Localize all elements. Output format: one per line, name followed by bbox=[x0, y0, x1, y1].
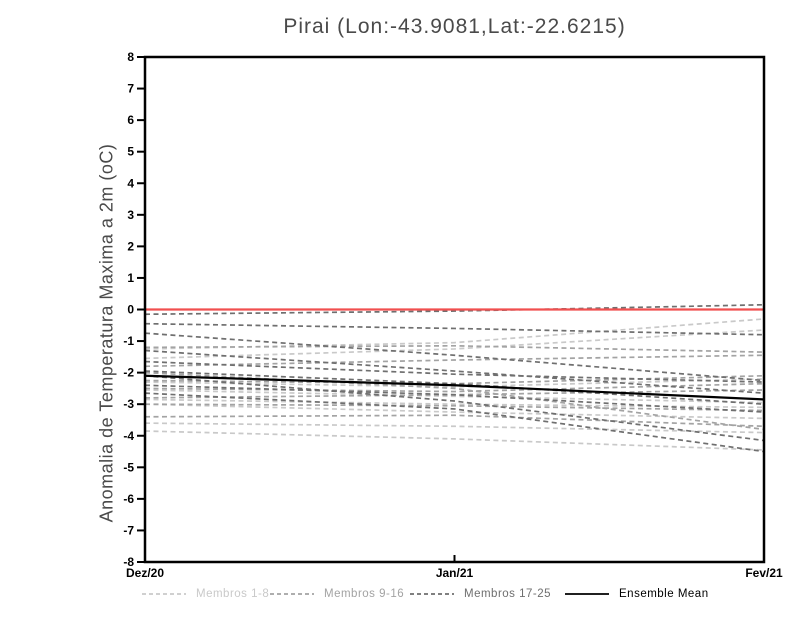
y-tick-label: 8 bbox=[127, 50, 134, 64]
member-line-m07 bbox=[144, 422, 765, 434]
member-line-m25 bbox=[144, 392, 765, 453]
y-tick-label: 2 bbox=[127, 239, 134, 253]
member-line-m15 bbox=[144, 414, 765, 428]
y-tick-label: -3 bbox=[123, 397, 134, 411]
member-line-m19 bbox=[144, 332, 765, 382]
member-line-m06 bbox=[144, 403, 765, 420]
x-tick-label: Jan/21 bbox=[436, 566, 474, 580]
y-tick-label: -5 bbox=[123, 460, 134, 474]
y-tick-label: -8 bbox=[123, 555, 134, 569]
member-line-m21 bbox=[144, 360, 765, 383]
member-line-m09 bbox=[144, 344, 765, 353]
member-line-m02 bbox=[144, 329, 765, 360]
y-tick-label: 3 bbox=[127, 208, 134, 222]
y-tick-label: -7 bbox=[123, 523, 134, 537]
y-tick-label: -2 bbox=[123, 366, 134, 380]
chart-title: Pirai (Lon:-43.9081,Lat:-22.6215) bbox=[283, 15, 626, 38]
member-line-m12 bbox=[144, 382, 765, 393]
y-tick-label: -1 bbox=[123, 334, 134, 348]
member-line-m08 bbox=[144, 430, 765, 451]
y-tick-label: -6 bbox=[123, 492, 134, 506]
y-tick-label: 1 bbox=[127, 271, 134, 285]
y-tick-label: 7 bbox=[127, 82, 134, 96]
y-tick-label: 6 bbox=[127, 113, 134, 127]
member-line-m11 bbox=[144, 374, 765, 385]
member-line-m23 bbox=[144, 384, 765, 413]
x-tick-label: Dez/20 bbox=[126, 566, 164, 580]
y-axis-label: Anomalia de Temperatura Maxima a 2m (oC) bbox=[96, 143, 117, 523]
member-line-m01 bbox=[144, 318, 765, 350]
y-tick-label: 5 bbox=[127, 145, 134, 159]
member-line-m18 bbox=[144, 322, 765, 336]
member-line-m17 bbox=[144, 303, 765, 316]
x-tick-label: Fev/21 bbox=[745, 566, 783, 580]
member-line-m24 bbox=[144, 374, 765, 442]
member-line-m14 bbox=[144, 403, 765, 412]
y-tick-label: 4 bbox=[127, 176, 134, 190]
member-line-m05 bbox=[144, 398, 765, 409]
y-tick-label: -4 bbox=[123, 429, 134, 443]
member-line-m10 bbox=[144, 354, 765, 368]
member-line-m20 bbox=[144, 349, 765, 394]
ensemble-mean-line bbox=[144, 374, 765, 401]
y-tick-label: 0 bbox=[127, 303, 134, 317]
member-line-m22 bbox=[144, 370, 765, 406]
member-line-m04 bbox=[144, 389, 765, 404]
